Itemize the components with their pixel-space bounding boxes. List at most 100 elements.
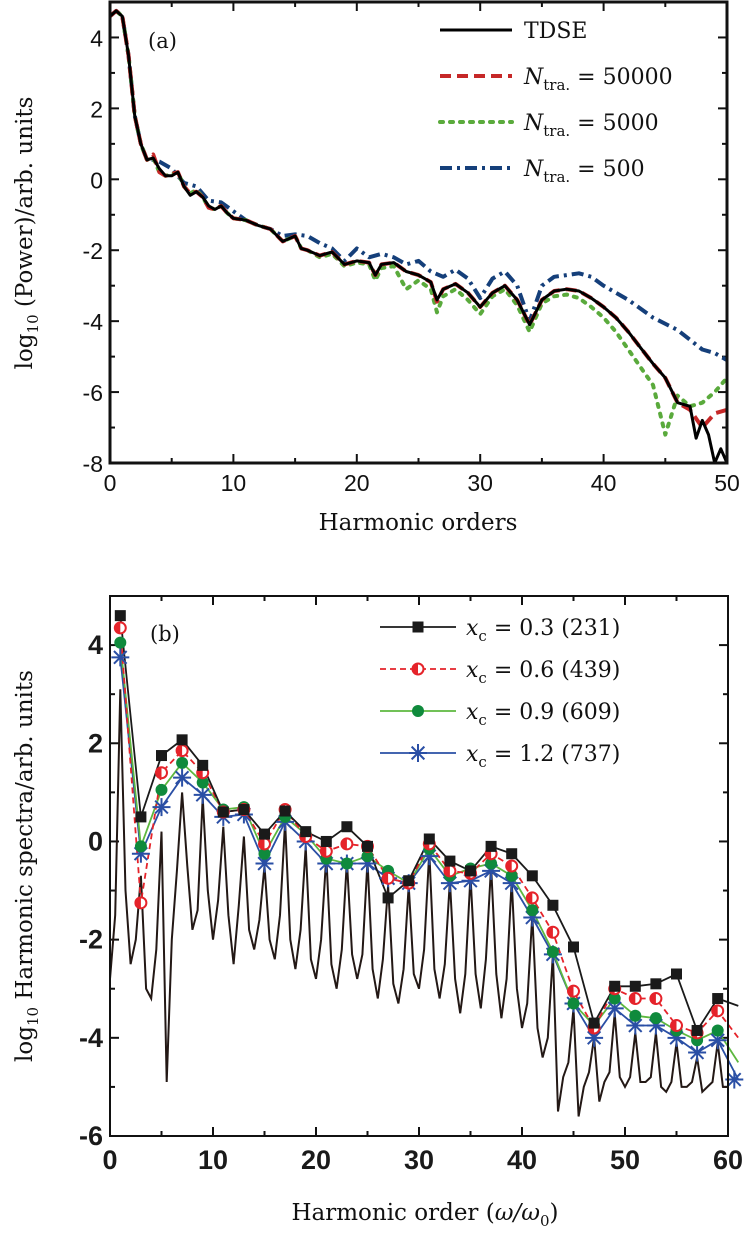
- panel-b-label: (b): [150, 622, 180, 646]
- marker-stroke: [628, 1018, 643, 1033]
- data-point-square: [341, 821, 353, 833]
- data-point-half-circle: [381, 871, 395, 885]
- data-point-half-circle: [649, 992, 663, 1006]
- data-point-square: [568, 941, 579, 953]
- data-point-square: [197, 759, 209, 771]
- data-point-half-circle: [505, 859, 519, 873]
- panel-a-x-tick-label: 20: [344, 470, 370, 496]
- background-spectrum-trace: [110, 689, 728, 1117]
- legend-marker-square: [412, 621, 424, 633]
- marker-half-fill: [629, 993, 636, 1005]
- marker-stroke: [113, 650, 128, 665]
- panel-b-x-tick-label: 60: [713, 1145, 743, 1175]
- marker-half-fill: [526, 892, 533, 904]
- marker-half-fill: [671, 1020, 677, 1032]
- legend-subscript: c: [478, 627, 486, 645]
- panel-a-x-axis-title: Harmonic orders: [319, 510, 518, 536]
- legend-symbol: x: [466, 658, 479, 683]
- legend-symbol: x: [466, 742, 479, 767]
- data-point-half-circle: [134, 896, 148, 910]
- data-point-square: [588, 1017, 600, 1029]
- legend-symbol: TDSE: [524, 19, 587, 44]
- data-point-half-circle: [319, 844, 333, 858]
- legend-symbol: N: [523, 157, 544, 182]
- data-point-half-circle: [628, 992, 642, 1006]
- data-point-circle: [258, 847, 271, 860]
- legend-marker-circle: [412, 705, 424, 717]
- panel-a-y-tick-label: -6: [83, 380, 103, 406]
- data-point-half-circle: [443, 864, 457, 878]
- legend-value: = 50000: [570, 65, 672, 90]
- panel-b-y-tick-label: -6: [79, 1121, 103, 1151]
- panel-a-x-tick-label: 40: [591, 470, 617, 496]
- panel-a-x-tick-label: 10: [221, 470, 247, 496]
- data-point-circle: [196, 776, 209, 789]
- data-point-circle: [546, 945, 559, 958]
- panel-b-y-tick-label: 0: [88, 826, 103, 856]
- y-title-rest: (Power)/arb. units: [12, 97, 38, 315]
- marker-stroke: [690, 1045, 705, 1060]
- data-point-square: [135, 811, 147, 823]
- data-point-square: [506, 848, 518, 860]
- legend-subscript: tra.: [543, 122, 570, 140]
- data-point-square: [712, 993, 724, 1005]
- panel-b-series-group: [110, 610, 740, 1117]
- legend-marker-half-circle: [411, 662, 425, 676]
- legend-label: xc = 0.6 (439): [466, 658, 620, 687]
- marker-half-fill: [135, 897, 141, 909]
- data-point-half-circle: [340, 837, 354, 851]
- panel-a-x-tick-label: 30: [467, 470, 493, 496]
- data-point-square: [362, 840, 373, 852]
- marker-half-fill: [506, 860, 512, 872]
- data-point-circle: [526, 904, 539, 917]
- data-point-square: [300, 826, 312, 838]
- x-title-prefix: Harmonic order (: [291, 1200, 494, 1226]
- data-point-circle: [485, 857, 498, 870]
- data-point-half-circle: [525, 891, 539, 905]
- data-point-square: [114, 610, 126, 622]
- data-point-square: [629, 980, 641, 992]
- panel-b-y-tick-label: -2: [79, 925, 103, 955]
- data-point-half-circle: [113, 621, 127, 635]
- data-point-circle: [649, 1012, 662, 1025]
- data-point-asterisk: [688, 1043, 707, 1062]
- data-point-circle: [176, 756, 189, 769]
- panel-a-plot-frame: [108, 0, 729, 465]
- data-point-square: [403, 875, 415, 887]
- data-point-asterisk: [725, 1070, 744, 1089]
- marker-stroke: [727, 1072, 742, 1087]
- data-point-square: [671, 968, 682, 980]
- x-title-rest: ): [550, 1200, 559, 1226]
- data-point-half-circle: [155, 766, 168, 780]
- legend-subscript: tra.: [543, 76, 570, 94]
- marker-half-fill: [382, 872, 389, 884]
- panel-a-y-tick-label: 0: [90, 167, 103, 193]
- data-point-square: [320, 835, 332, 847]
- data-point-circle: [505, 869, 518, 882]
- data-point-half-circle: [258, 837, 271, 851]
- data-point-circle: [608, 992, 621, 1005]
- panel-a-x-tick-label: 0: [104, 470, 117, 496]
- marker-half-fill: [114, 622, 121, 634]
- legend-value: = 5000: [570, 111, 658, 136]
- legend-value: = 0.3 (231): [487, 616, 621, 641]
- marker-half-fill: [156, 767, 162, 779]
- data-point-circle: [340, 857, 353, 870]
- legend-value: = 500: [570, 157, 644, 182]
- marker-stroke: [410, 745, 426, 761]
- data-point-square: [382, 892, 394, 904]
- data-point-asterisk: [193, 785, 212, 804]
- panel-b-x-tick-label: 20: [301, 1145, 331, 1175]
- data-point-square: [465, 865, 476, 877]
- marker-half-fill: [712, 1005, 718, 1017]
- legend-label: xc = 1.2 (737): [466, 742, 620, 771]
- marker-half-fill: [444, 865, 450, 877]
- marker-half-fill: [341, 838, 347, 850]
- data-point-circle: [361, 850, 374, 863]
- panel-b-y-tick-label: 2: [88, 728, 103, 758]
- panel-b-y-tick-label: -4: [79, 1023, 103, 1053]
- marker-stroke: [607, 1001, 622, 1016]
- data-point-square: [547, 899, 559, 911]
- data-point-half-circle: [711, 1004, 725, 1018]
